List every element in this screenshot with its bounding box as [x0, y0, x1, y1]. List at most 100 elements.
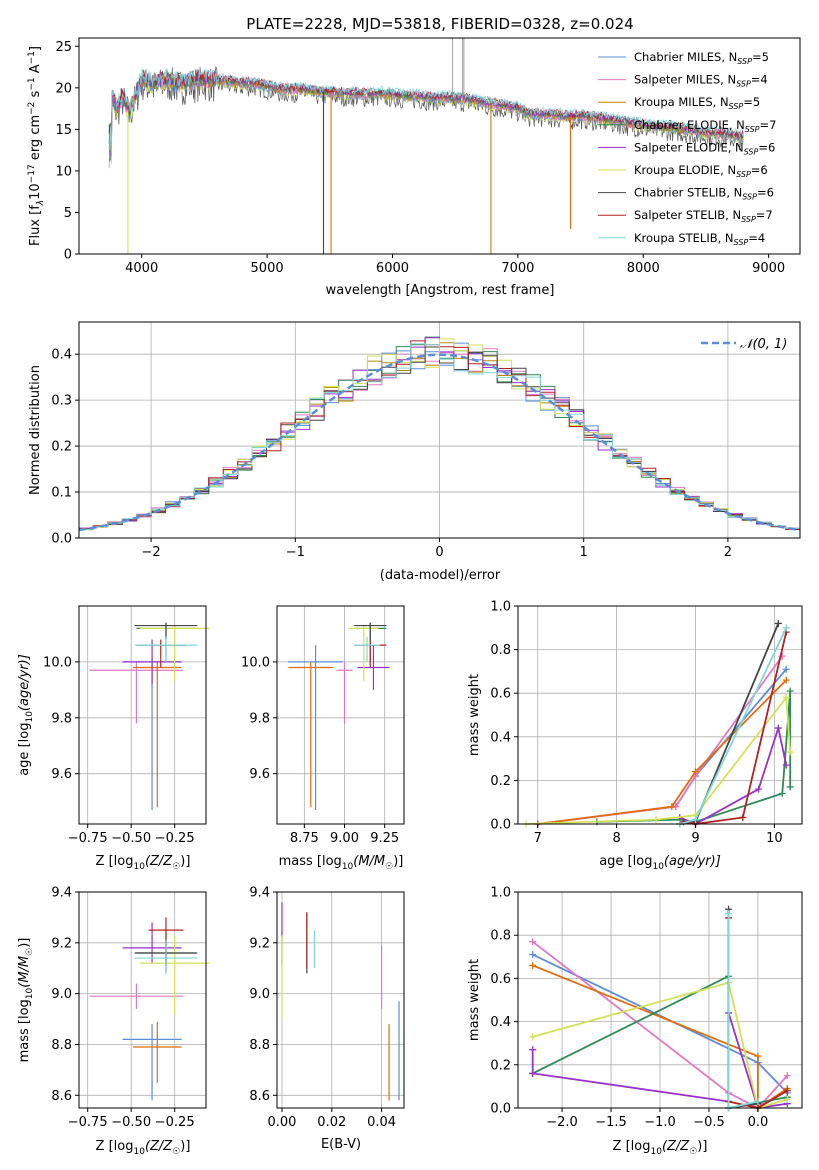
x-tick-label: 8 [612, 831, 620, 846]
age-vs-metallicity-x-label: Z [log10(Z/Z☉)] [96, 854, 191, 872]
weight-series-marker [755, 785, 763, 793]
y-tick-label: 8.8 [249, 1038, 270, 1053]
weight-series-marker [782, 665, 790, 673]
x-tick-label: −0.25 [155, 1115, 195, 1130]
weight-series-marker [529, 951, 537, 959]
age-vs-mass-x-ticks: 8.75 9.00 9.25 [290, 824, 399, 846]
y-tick-label: 9.8 [51, 711, 72, 726]
legend-entry: Salpeter ELODIE, NSSP=6 [634, 140, 775, 156]
weight-series-marker [782, 761, 790, 769]
y-tick-label: 1.0 [490, 600, 511, 615]
spectrum-y-label: Flux [fλ10−17 erg cm−2 s−1 A−1] [27, 46, 46, 246]
spectrum-series-line [108, 65, 744, 161]
weight-series-marker [782, 676, 790, 684]
y-tick-label: 9.8 [249, 711, 270, 726]
weight-series-line [596, 690, 792, 823]
legend-entry: Chabrier STELIB, NSSP=6 [634, 186, 774, 202]
age-vs-metallicity-grid [79, 606, 206, 824]
weight-series-marker [783, 1087, 791, 1095]
mass-vs-metallicity-panel: −0.75 −0.50 −0.25 8.6 8.8 9.0 9.2 9.4 Z [log10… [17, 886, 210, 1157]
weight-vs-metallicity-y-label: mass weight [467, 959, 482, 1041]
weight-series-marker [652, 816, 660, 824]
x-tick-label: 0.00 [268, 1115, 297, 1130]
weight-series-line [727, 909, 759, 1110]
weight-vs-metallicity-x-ticks: −2.0 −1.5 −1.0 −0.5 0.0 [546, 1108, 768, 1130]
weight-vs-metallicity-panel: −2.0 −1.5 −1.0 −0.5 0.0 0.0 0.2 0.4 0.6 0.8 1.0 Z… [467, 886, 803, 1157]
weight-series-marker [786, 687, 794, 695]
residuals-plot-area [78, 336, 801, 532]
age-vs-metallicity-panel: −0.75 −0.50 −0.25 9.6 9.8 10.0 Z [log10(Z/Z☉… [17, 605, 210, 872]
weight-series-marker [778, 789, 786, 797]
y-tick-label: 15 [55, 123, 72, 138]
residuals-x-ticks: −2 −1 0 1 2 [142, 538, 732, 560]
y-tick-label: 0 [64, 248, 72, 263]
y-tick-label: 9.2 [51, 936, 72, 951]
y-tick-label: 9.2 [249, 936, 270, 951]
spectrum-plot-area [108, 38, 744, 254]
mass-vs-extinction-frame [276, 891, 405, 1109]
x-tick-label: −0.75 [68, 1115, 108, 1130]
y-tick-label: 0.8 [490, 929, 511, 944]
y-tick-label: 9.4 [51, 886, 72, 901]
x-tick-label: 4000 [125, 261, 158, 276]
x-tick-label: 9.25 [370, 831, 399, 846]
weight-vs-age-panel: 7 8 9 10 0.0 0.2 0.4 0.6 0.8 1.0 age [log10(age/… [467, 600, 803, 872]
mass-vs-metallicity-frame [78, 891, 207, 1109]
weight-series-marker [529, 1046, 537, 1054]
x-tick-label: −0.25 [155, 831, 195, 846]
weight-series-marker [725, 910, 733, 918]
spectrum-y-ticks: 0 5 10 15 20 25 [55, 40, 79, 263]
weight-series-line [679, 623, 780, 825]
mass-vs-metallicity-x-label: Z [log10(Z/Z☉)] [96, 1139, 191, 1157]
mass-vs-extinction-grid [277, 891, 404, 1108]
x-tick-label: −2 [142, 545, 161, 560]
age-vs-metallicity-y-label: age [log10(age/yr)] [17, 654, 35, 776]
x-tick-label: −1.5 [595, 1115, 627, 1130]
spectrum-panel: 4000 5000 6000 7000 8000 9000 0 5 10 15 20 25 wave… [27, 37, 801, 298]
y-tick-label: 8.6 [51, 1089, 72, 1104]
x-tick-label: −0.50 [111, 831, 151, 846]
legend-entry: Chabrier MILES, NSSP=5 [634, 50, 769, 66]
y-tick-label: 8.6 [249, 1089, 270, 1104]
mass-vs-extinction-plot [281, 902, 400, 1101]
y-tick-label: 0.8 [490, 643, 511, 658]
y-tick-label: 8.8 [51, 1038, 72, 1053]
x-tick-label: 0.04 [367, 1115, 396, 1130]
age-vs-metallicity-plot [89, 622, 210, 811]
weight-vs-metallicity-grid [518, 891, 802, 1109]
residuals-normal-curve [78, 353, 801, 532]
mass-vs-extinction-x-ticks: 0.00 0.02 0.04 [268, 1108, 396, 1130]
legend-entry: Kroupa STELIB, NSSP=4 [634, 231, 765, 247]
x-tick-label: 7000 [501, 261, 534, 276]
residuals-panel: −2 −1 0 1 2 0.0 0.1 0.2 0.3 0.4 (data-model)/err… [28, 321, 801, 583]
legend-entry: Kroupa ELODIE, NSSP=6 [634, 163, 768, 179]
y-tick-label: 9.0 [249, 987, 270, 1002]
y-tick-label: 0.3 [51, 394, 72, 409]
weight-series-marker [668, 803, 676, 811]
weight-series-marker [739, 813, 747, 821]
y-tick-label: 10.0 [241, 655, 270, 670]
y-tick-label: 9.0 [51, 987, 72, 1002]
weight-vs-age-y-label: mass weight [467, 674, 482, 756]
age-vs-metallicity-frame [78, 605, 207, 825]
weight-series-marker [692, 816, 699, 824]
weight-series-line [532, 940, 788, 1110]
x-tick-label: −1 [286, 545, 305, 560]
x-tick-label: 8000 [627, 261, 660, 276]
spectrum-x-label: wavelength [Angstrom, rest frame] [326, 283, 555, 298]
y-tick-label: 5 [64, 206, 72, 221]
mass-vs-extinction-panel: 0.00 0.02 0.04 8.6 8.8 9.0 9.2 9.4 E(B-V) [249, 886, 405, 1152]
mass-vs-extinction-y-ticks: 8.6 8.8 9.0 9.2 9.4 [249, 886, 277, 1104]
y-tick-label: 0.0 [490, 1102, 511, 1117]
weight-series-line [683, 631, 788, 825]
mass-vs-metallicity-plot [89, 917, 210, 1101]
weight-series-marker [774, 724, 782, 732]
residuals-legend-label: 𝒩(0, 1) [740, 337, 787, 352]
y-tick-label: 0.6 [490, 972, 511, 987]
legend-entry: Salpeter STELIB, NSSP=7 [634, 208, 773, 224]
weight-series-line [532, 981, 788, 1110]
y-tick-label: 10.0 [43, 655, 72, 670]
weight-vs-metallicity-y-ticks: 0.0 0.2 0.4 0.6 0.8 1.0 [490, 886, 518, 1117]
age-vs-mass-y-ticks: 9.6 9.8 10.0 [241, 655, 277, 782]
